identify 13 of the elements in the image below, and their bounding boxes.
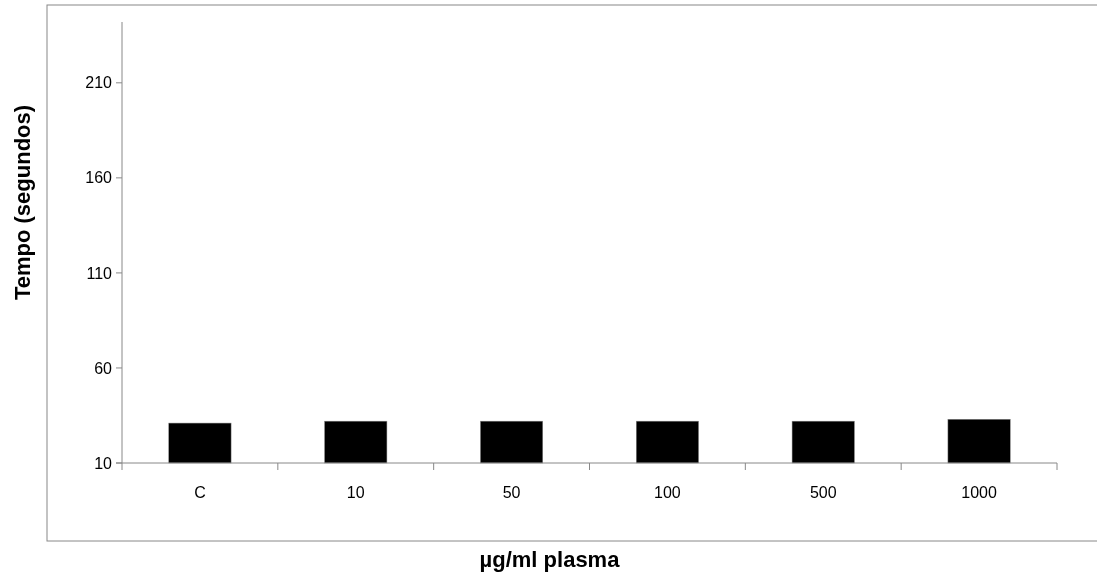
y-tick-label: 60 xyxy=(94,359,113,377)
y-tick-label: 10 xyxy=(94,454,113,472)
x-tick-label: 10 xyxy=(346,484,365,501)
x-tick-label: C xyxy=(194,484,206,501)
x-tick-label: 500 xyxy=(809,484,837,501)
y-tick-label: 160 xyxy=(85,169,113,187)
x-tick-label: 1000 xyxy=(961,484,997,501)
y-tick-label: 210 xyxy=(85,74,113,92)
x-tick-label: 100 xyxy=(654,484,681,501)
y-axis-title: Tempo (segundos) xyxy=(10,104,35,301)
y-tick-label: 110 xyxy=(86,264,113,282)
x-tick-label: 50 xyxy=(502,484,521,501)
x-axis-title: µg/ml plasma xyxy=(479,547,621,572)
